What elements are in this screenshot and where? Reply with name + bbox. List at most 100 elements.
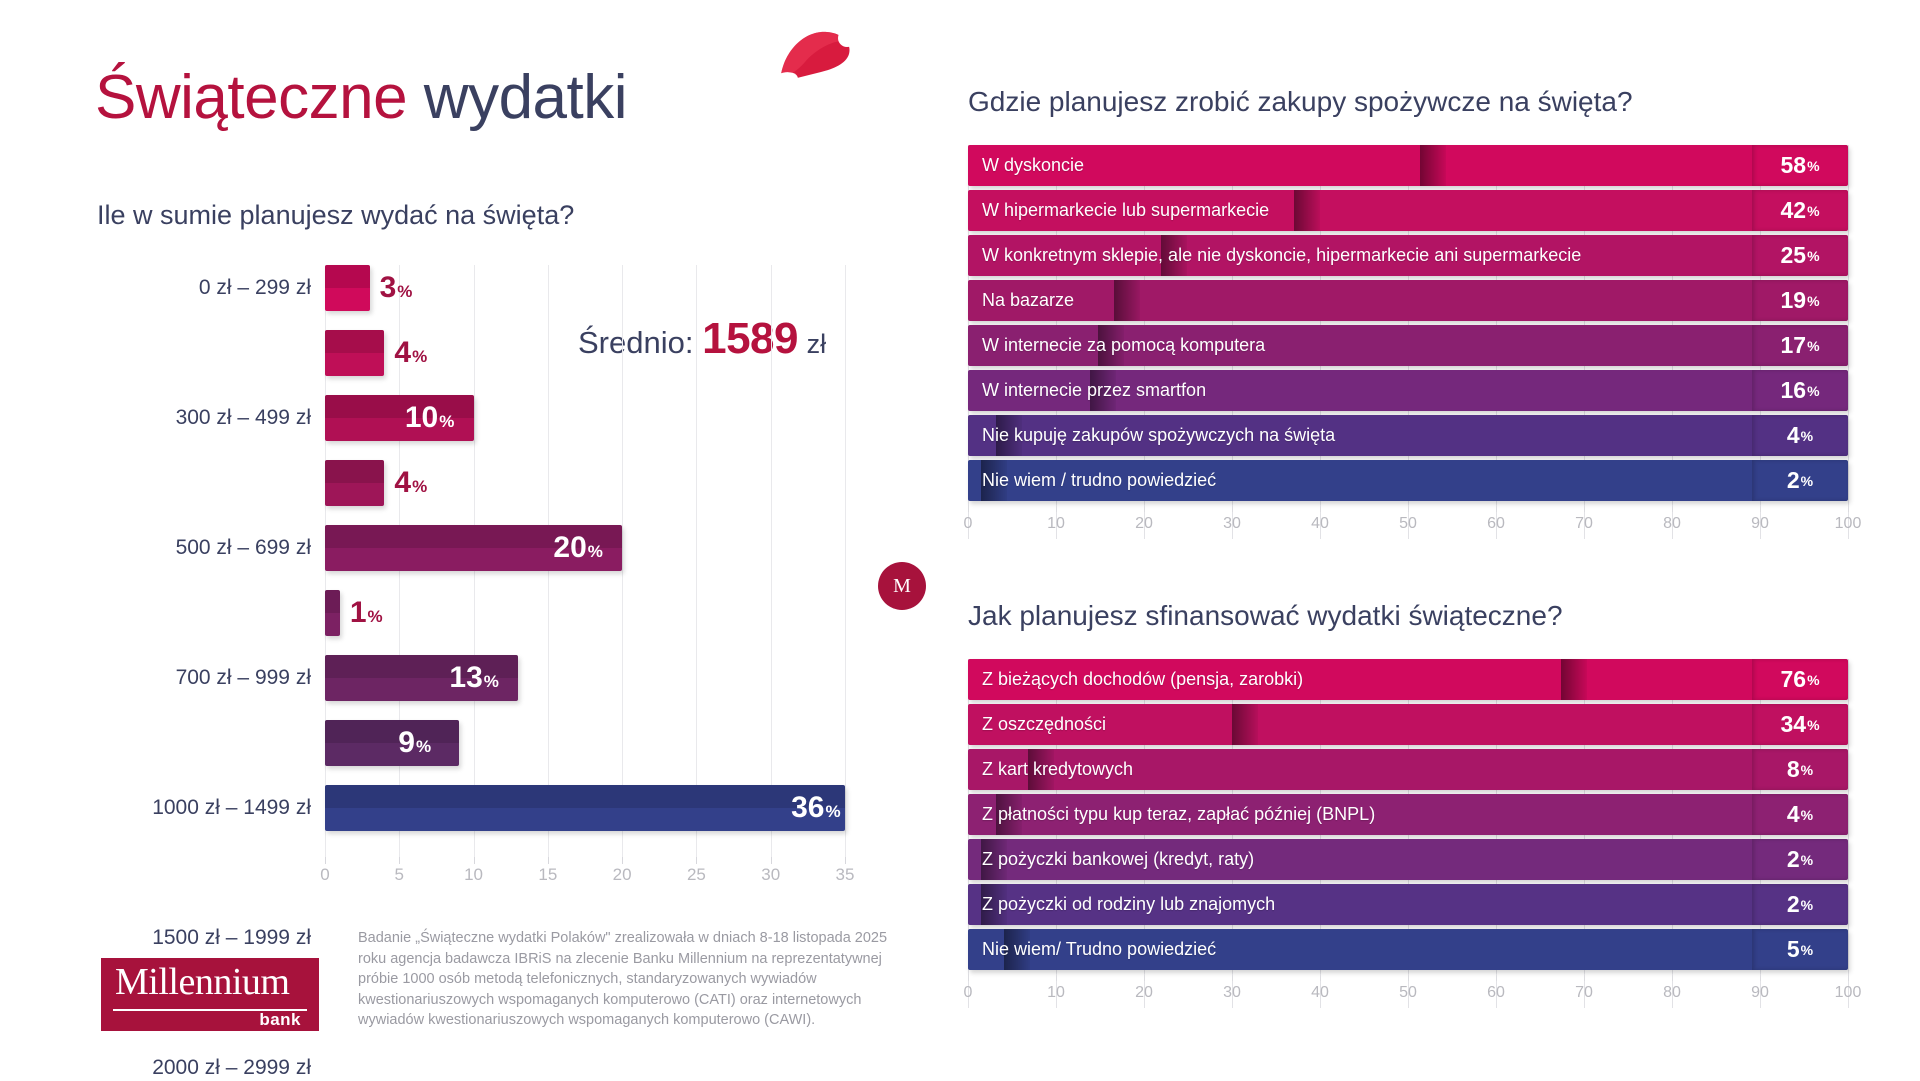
bar-value: 17 bbox=[1780, 332, 1807, 358]
millennium-badge: M bbox=[878, 562, 926, 610]
bar-track: W konkretnym sklepie, ale nie dyskoncie,… bbox=[968, 235, 1752, 276]
chart-bar-row: W internecie przez smartfon 16% bbox=[968, 370, 1848, 411]
axis-tick-label: 60 bbox=[1487, 515, 1505, 532]
bar-value: 25 bbox=[1780, 242, 1807, 268]
bar-value-label: 13% bbox=[442, 655, 506, 701]
percent-sign: % bbox=[587, 542, 603, 561]
category-label: Nie kupuję zakupów spożywczych na święta bbox=[982, 425, 1336, 445]
bar-value-label: 58% bbox=[1752, 145, 1848, 186]
axis-tick-label: 15 bbox=[538, 865, 558, 884]
bar-value: 4 bbox=[1786, 801, 1800, 827]
percent-sign: % bbox=[1807, 671, 1820, 688]
gridline bbox=[622, 265, 624, 857]
chart-bar-row: 36%Nie wiem/ trudno powiedzieć bbox=[325, 785, 845, 831]
bar-track: Z płatności typu kup teraz, zapłać późni… bbox=[968, 794, 1752, 835]
chart-bar-row: Nie wiem / trudno powiedzieć 2% bbox=[968, 460, 1848, 501]
grocery-question: Gdzie planujesz zrobić zakupy spożywcze … bbox=[968, 86, 1633, 117]
bar-value-label: 42% bbox=[1752, 190, 1848, 231]
bar bbox=[325, 330, 385, 376]
santa-hat-icon bbox=[775, 29, 855, 88]
axis-tick-label: 25 bbox=[686, 865, 706, 884]
chart-bars: W dyskoncie 58% W hipermarkecie lub superm… bbox=[968, 145, 1868, 501]
axis-tick bbox=[1760, 974, 1761, 981]
bar-value-label: 4% bbox=[394, 330, 454, 376]
bar-value-marker bbox=[1113, 280, 1140, 321]
bar bbox=[325, 590, 340, 636]
axis-tick-label: 10 bbox=[464, 865, 484, 884]
x-axis: 0 5 10 15 20 25 30 35 bbox=[320, 857, 854, 897]
bar-value-marker bbox=[980, 884, 1007, 925]
percent-sign: % bbox=[397, 282, 413, 301]
chart-bar-row: Z płatności typu kup teraz, zapłać późni… bbox=[968, 794, 1848, 835]
axis-tick bbox=[325, 857, 326, 864]
bar-value: 16 bbox=[1780, 377, 1807, 403]
bar-track: Nie kupuję zakupów spożywczych na święta bbox=[968, 415, 1752, 456]
bar-value: 36 bbox=[791, 791, 825, 824]
axis-tick-label: 30 bbox=[1223, 984, 1241, 1001]
axis-tick-label: 50 bbox=[1399, 984, 1417, 1001]
bar-value: 4 bbox=[1786, 422, 1800, 448]
bar-track: Z bieżących dochodów (pensja, zarobki) bbox=[968, 659, 1752, 700]
bar-value: 1 bbox=[349, 596, 367, 629]
bar-value-marker bbox=[1098, 325, 1125, 366]
methodology-note: Badanie „Świąteczne wydatki Polaków" zre… bbox=[358, 930, 888, 1028]
bar-value-label: 16% bbox=[1752, 370, 1848, 411]
axis-tick bbox=[696, 857, 698, 864]
percent-sign: % bbox=[1807, 202, 1820, 219]
financing-question: Jak planujesz sfinansować wydatki świąte… bbox=[968, 600, 1563, 631]
bar-value-label: 4% bbox=[1752, 415, 1848, 456]
bar-value-label: 1% bbox=[350, 590, 410, 636]
chart-bar-row: W hipermarkecie lub supermarkecie 42% bbox=[968, 190, 1848, 231]
category-label: Z kart kredytowych bbox=[982, 759, 1134, 779]
bar-value: 8 bbox=[1786, 756, 1800, 782]
chart-bars: Z bieżących dochodów (pensja, zarobki) 76… bbox=[968, 659, 1868, 970]
axis-tick bbox=[1144, 974, 1145, 981]
page-title: Świąteczne wydatki bbox=[95, 62, 628, 133]
axis-tick-label: 40 bbox=[1311, 984, 1329, 1001]
bar-value: 10 bbox=[404, 401, 439, 434]
axis-tick-label: 70 bbox=[1575, 515, 1593, 532]
bar-value-marker bbox=[980, 460, 1007, 501]
percent-sign: % bbox=[1807, 157, 1820, 174]
axis-tick bbox=[399, 857, 401, 864]
gridline bbox=[696, 265, 698, 857]
category-label: Z oszczędności bbox=[982, 714, 1107, 734]
percent-sign: % bbox=[1807, 247, 1820, 264]
chart-bar-row: 13% 2000 zł – 2999 zł bbox=[152, 655, 845, 1079]
category-label: 700 zł – 999 zł bbox=[175, 666, 311, 689]
bar-track: Z oszczędności bbox=[968, 704, 1752, 745]
bar-value-marker bbox=[1027, 749, 1054, 790]
logo-divider bbox=[113, 1009, 307, 1011]
axis-tick-label: 0 bbox=[963, 984, 973, 1001]
bar-track: Z pożyczki od rodziny lub znajomych bbox=[968, 884, 1752, 925]
bar-value-label: 25% bbox=[1752, 235, 1848, 276]
axis-tick-label: 100 bbox=[1834, 984, 1862, 1001]
spend-amount-plot: 3% 0 zł – 299 zł 4% 300 zł – 499 zł 10% 500 z… bbox=[152, 265, 846, 1079]
bar-value-marker bbox=[1004, 929, 1031, 970]
bar-value-marker bbox=[996, 415, 1023, 456]
bar-value-label: 8% bbox=[1752, 749, 1848, 790]
bar-value: 2 bbox=[1786, 846, 1800, 872]
bar-track: Nie wiem/ Trudno powiedzieć bbox=[968, 929, 1752, 970]
gridline bbox=[845, 265, 846, 857]
bar bbox=[325, 785, 845, 831]
axis-tick-label: 35 bbox=[835, 865, 855, 884]
bar-value-label: 76% bbox=[1752, 659, 1848, 700]
percent-sign: % bbox=[412, 347, 428, 366]
percent-sign: % bbox=[1800, 806, 1814, 823]
axis-tick bbox=[770, 857, 772, 864]
percent-sign: % bbox=[483, 672, 499, 691]
bar bbox=[325, 265, 370, 311]
bar-value-marker bbox=[1231, 704, 1258, 745]
axis-tick bbox=[1848, 505, 1849, 512]
category-label: W hipermarkecie lub supermarkecie bbox=[982, 200, 1270, 220]
category-label: 2000 zł – 2999 zł bbox=[152, 1056, 311, 1079]
gridline bbox=[1848, 659, 1849, 1008]
bar-value: 34 bbox=[1780, 711, 1807, 737]
bar-value: 3 bbox=[379, 271, 397, 304]
axis-tick bbox=[968, 974, 969, 981]
axis-tick bbox=[1672, 505, 1673, 512]
category-label: 0 zł – 299 zł bbox=[198, 276, 311, 299]
bar bbox=[325, 655, 519, 701]
chart-bar-row: 9%3000 zł i więcej bbox=[325, 720, 845, 766]
